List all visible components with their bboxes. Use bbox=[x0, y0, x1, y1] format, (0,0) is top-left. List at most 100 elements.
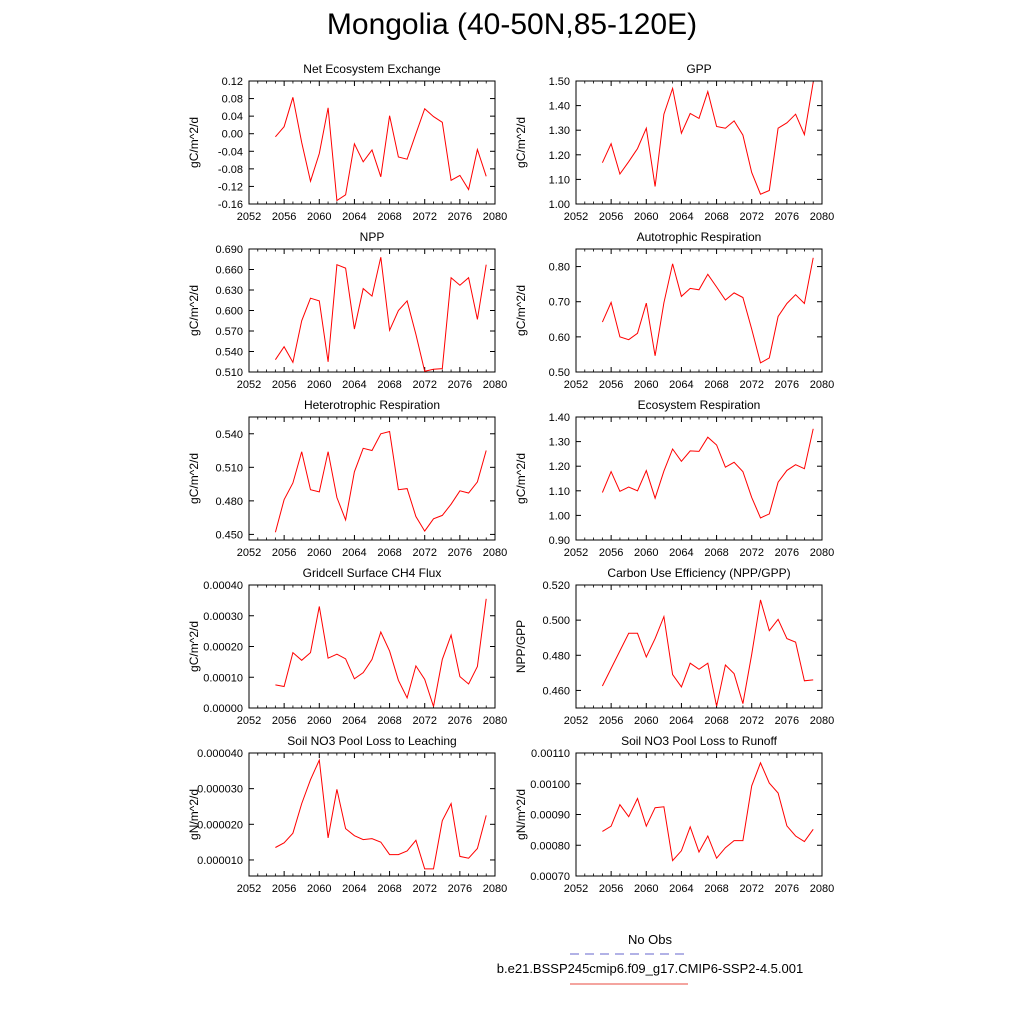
ecosystem-respiration-xtick-label: 2064 bbox=[669, 547, 693, 559]
net-ecosystem-exchange-xtick-label: 2052 bbox=[237, 211, 261, 223]
ecosystem-respiration-ytick-label: 1.30 bbox=[549, 437, 570, 449]
ecosystem-respiration-ytick-label: 0.90 bbox=[549, 535, 570, 547]
heterotrophic-respiration-ytick-label: 0.510 bbox=[215, 462, 243, 474]
soil-no3-pool-loss-to-leaching-ytick-label: 0.000040 bbox=[197, 748, 243, 760]
gpp-ytick-label: 1.00 bbox=[549, 199, 570, 211]
soil-no3-pool-loss-to-leaching-ytick-label: 0.000020 bbox=[197, 819, 243, 831]
net-ecosystem-exchange-xtick-label: 2068 bbox=[377, 211, 401, 223]
autotrophic-respiration-xtick-label: 2072 bbox=[739, 379, 763, 391]
net-ecosystem-exchange-ytick-label: -0.12 bbox=[218, 181, 243, 193]
page-title: Mongolia (40-50N,85-120E) bbox=[326, 8, 698, 41]
npp-plot-frame bbox=[248, 248, 496, 373]
ecosystem-respiration-ytick-label: 1.00 bbox=[549, 510, 570, 522]
gpp-xtick-label: 2072 bbox=[739, 211, 763, 223]
gridcell-surface-ch4-flux-xtick-label: 2068 bbox=[377, 715, 401, 727]
ecosystem-respiration-title: Ecosystem Respiration bbox=[638, 398, 761, 412]
heterotrophic-respiration-ytick-label: 0.540 bbox=[215, 429, 243, 441]
net-ecosystem-exchange-ytick-label: 0.00 bbox=[222, 129, 243, 141]
carbon-use-efficiency-npp-gpp-ylabel: NPP/GPP bbox=[514, 620, 528, 673]
gridcell-surface-ch4-flux-xtick-label: 2052 bbox=[237, 715, 261, 727]
gpp-xtick-label: 2068 bbox=[704, 211, 728, 223]
ecosystem-respiration-ytick-label: 1.20 bbox=[549, 461, 570, 473]
gridcell-surface-ch4-flux-title: Gridcell Surface CH4 Flux bbox=[303, 566, 442, 580]
net-ecosystem-exchange-ytick-label: 0.08 bbox=[222, 94, 243, 106]
heterotrophic-respiration-ytick-label: 0.450 bbox=[215, 529, 243, 541]
ecosystem-respiration-xtick-label: 2072 bbox=[739, 547, 763, 559]
heterotrophic-respiration-series-line bbox=[274, 430, 487, 533]
gridcell-surface-ch4-flux-plot-frame bbox=[248, 584, 496, 709]
soil-no3-pool-loss-to-runoff-series-line bbox=[602, 761, 814, 862]
heterotrophic-respiration-xtick-label: 2052 bbox=[237, 547, 261, 559]
gridcell-surface-ch4-flux-xtick-label: 2076 bbox=[448, 715, 472, 727]
carbon-use-efficiency-npp-gpp-plot-frame bbox=[575, 584, 823, 709]
gpp-plot-frame bbox=[575, 80, 823, 205]
soil-no3-pool-loss-to-leaching-xtick-label: 2076 bbox=[448, 883, 472, 895]
autotrophic-respiration-ytick-label: 0.80 bbox=[549, 262, 570, 274]
gridcell-surface-ch4-flux-ytick-label: 0.00020 bbox=[203, 642, 243, 654]
net-ecosystem-exchange-title: Net Ecosystem Exchange bbox=[303, 62, 441, 76]
soil-no3-pool-loss-to-leaching-series-line bbox=[275, 758, 487, 870]
autotrophic-respiration-ytick-label: 0.60 bbox=[549, 332, 570, 344]
npp-ytick-label: 0.600 bbox=[215, 306, 243, 318]
net-ecosystem-exchange-xtick-label: 2080 bbox=[483, 211, 507, 223]
carbon-use-efficiency-npp-gpp-xtick-label: 2072 bbox=[739, 715, 763, 727]
carbon-use-efficiency-npp-gpp-series-line bbox=[601, 599, 814, 707]
carbon-use-efficiency-npp-gpp-ytick-label: 0.520 bbox=[542, 580, 570, 592]
ecosystem-respiration-series-line bbox=[601, 428, 814, 519]
gpp-ytick-label: 1.50 bbox=[549, 76, 570, 88]
npp-title: NPP bbox=[360, 230, 385, 244]
npp-xtick-label: 2060 bbox=[307, 379, 331, 391]
soil-no3-pool-loss-to-runoff-ytick-label: 0.00100 bbox=[530, 779, 570, 791]
gridcell-surface-ch4-flux-xtick-label: 2056 bbox=[272, 715, 296, 727]
autotrophic-respiration-xtick-label: 2060 bbox=[634, 379, 658, 391]
autotrophic-respiration-series-line bbox=[601, 257, 814, 364]
carbon-use-efficiency-npp-gpp-xtick-label: 2064 bbox=[669, 715, 693, 727]
net-ecosystem-exchange-ytick-label: 0.04 bbox=[222, 111, 243, 123]
npp-ytick-label: 0.690 bbox=[215, 244, 243, 256]
npp-xtick-label: 2064 bbox=[342, 379, 366, 391]
npp-xtick-label: 2072 bbox=[412, 379, 436, 391]
gpp-xtick-label: 2052 bbox=[564, 211, 588, 223]
heterotrophic-respiration-ytick-label: 0.480 bbox=[215, 496, 243, 508]
carbon-use-efficiency-npp-gpp-xtick-label: 2080 bbox=[810, 715, 834, 727]
net-ecosystem-exchange-ylabel: gC/m^2/d bbox=[187, 117, 201, 168]
heterotrophic-respiration-xtick-label: 2080 bbox=[483, 547, 507, 559]
gpp-ytick-label: 1.20 bbox=[549, 150, 570, 162]
soil-no3-pool-loss-to-leaching-xtick-label: 2060 bbox=[307, 883, 331, 895]
legend-label-ssp245: b.e21.BSSP245cmip6.f09_g17.CMIP6-SSP2-4.… bbox=[496, 961, 804, 976]
net-ecosystem-exchange-xtick-label: 2076 bbox=[448, 211, 472, 223]
gridcell-surface-ch4-flux-ytick-label: 0.00010 bbox=[203, 672, 243, 684]
gridcell-surface-ch4-flux-xtick-label: 2060 bbox=[307, 715, 331, 727]
ecosystem-respiration-xtick-label: 2080 bbox=[810, 547, 834, 559]
carbon-use-efficiency-npp-gpp-xtick-label: 2056 bbox=[599, 715, 623, 727]
gpp-ytick-label: 1.10 bbox=[549, 174, 570, 186]
carbon-use-efficiency-npp-gpp-xtick-label: 2076 bbox=[775, 715, 799, 727]
gridcell-surface-ch4-flux-ytick-label: 0.00040 bbox=[203, 580, 243, 592]
soil-no3-pool-loss-to-leaching-title: Soil NO3 Pool Loss to Leaching bbox=[287, 734, 456, 748]
soil-no3-pool-loss-to-leaching-ytick-label: 0.000010 bbox=[197, 855, 243, 867]
ecosystem-respiration-xtick-label: 2076 bbox=[775, 547, 799, 559]
gpp-ytick-label: 1.30 bbox=[549, 125, 570, 137]
soil-no3-pool-loss-to-leaching-xtick-label: 2080 bbox=[483, 883, 507, 895]
heterotrophic-respiration-title: Heterotrophic Respiration bbox=[304, 398, 440, 412]
npp-xtick-label: 2052 bbox=[237, 379, 261, 391]
carbon-use-efficiency-npp-gpp-ytick-label: 0.500 bbox=[542, 615, 570, 627]
autotrophic-respiration-ylabel: gC/m^2/d bbox=[514, 285, 528, 336]
ecosystem-respiration-xtick-label: 2056 bbox=[599, 547, 623, 559]
autotrophic-respiration-ytick-label: 0.50 bbox=[549, 367, 570, 379]
soil-no3-pool-loss-to-runoff-xtick-label: 2068 bbox=[704, 883, 728, 895]
soil-no3-pool-loss-to-leaching-ylabel: gN/m^2/d bbox=[187, 789, 201, 840]
heterotrophic-respiration-xtick-label: 2076 bbox=[448, 547, 472, 559]
npp-xtick-label: 2068 bbox=[377, 379, 401, 391]
soil-no3-pool-loss-to-leaching-xtick-label: 2072 bbox=[412, 883, 436, 895]
gpp-xtick-label: 2076 bbox=[775, 211, 799, 223]
soil-no3-pool-loss-to-leaching-xtick-label: 2052 bbox=[237, 883, 261, 895]
npp-series-line bbox=[274, 257, 487, 372]
soil-no3-pool-loss-to-leaching-plot-frame bbox=[248, 752, 496, 877]
gpp-xtick-label: 2064 bbox=[669, 211, 693, 223]
gridcell-surface-ch4-flux-ytick-label: 0.00030 bbox=[203, 611, 243, 623]
autotrophic-respiration-xtick-label: 2064 bbox=[669, 379, 693, 391]
gpp-ytick-label: 1.40 bbox=[549, 101, 570, 113]
net-ecosystem-exchange-ytick-label: -0.04 bbox=[218, 146, 243, 158]
soil-no3-pool-loss-to-runoff-xtick-label: 2080 bbox=[810, 883, 834, 895]
